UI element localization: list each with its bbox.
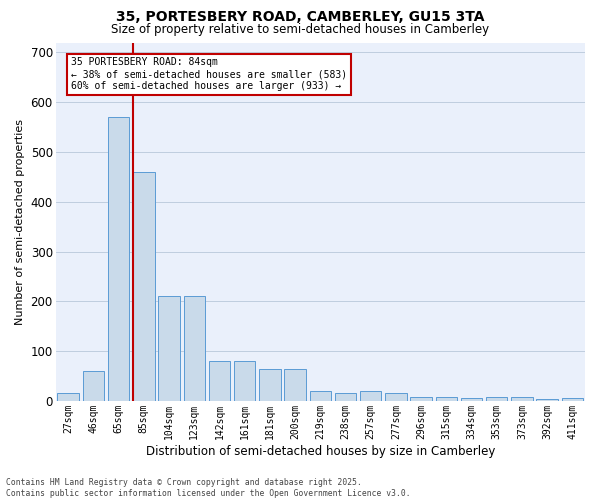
Bar xyxy=(461,398,482,401)
Bar xyxy=(511,397,533,401)
Text: 35, PORTESBERY ROAD, CAMBERLEY, GU15 3TA: 35, PORTESBERY ROAD, CAMBERLEY, GU15 3TA xyxy=(116,10,484,24)
Bar xyxy=(184,296,205,401)
Text: Contains HM Land Registry data © Crown copyright and database right 2025.
Contai: Contains HM Land Registry data © Crown c… xyxy=(6,478,410,498)
Bar xyxy=(284,368,306,401)
Bar xyxy=(410,397,432,401)
Bar xyxy=(310,391,331,401)
Bar xyxy=(360,391,382,401)
Bar xyxy=(486,397,508,401)
Bar xyxy=(335,394,356,401)
Bar xyxy=(209,361,230,401)
Bar xyxy=(436,397,457,401)
Bar xyxy=(536,400,558,401)
Bar xyxy=(133,172,155,401)
Text: Size of property relative to semi-detached houses in Camberley: Size of property relative to semi-detach… xyxy=(111,22,489,36)
Bar xyxy=(385,394,407,401)
Y-axis label: Number of semi-detached properties: Number of semi-detached properties xyxy=(15,118,25,324)
Bar xyxy=(259,368,281,401)
Bar xyxy=(234,361,256,401)
Bar xyxy=(108,117,130,401)
Text: 35 PORTESBERY ROAD: 84sqm
← 38% of semi-detached houses are smaller (583)
60% of: 35 PORTESBERY ROAD: 84sqm ← 38% of semi-… xyxy=(71,58,347,90)
Bar xyxy=(83,371,104,401)
X-axis label: Distribution of semi-detached houses by size in Camberley: Distribution of semi-detached houses by … xyxy=(146,444,495,458)
Bar xyxy=(58,394,79,401)
Bar xyxy=(158,296,180,401)
Bar xyxy=(562,398,583,401)
